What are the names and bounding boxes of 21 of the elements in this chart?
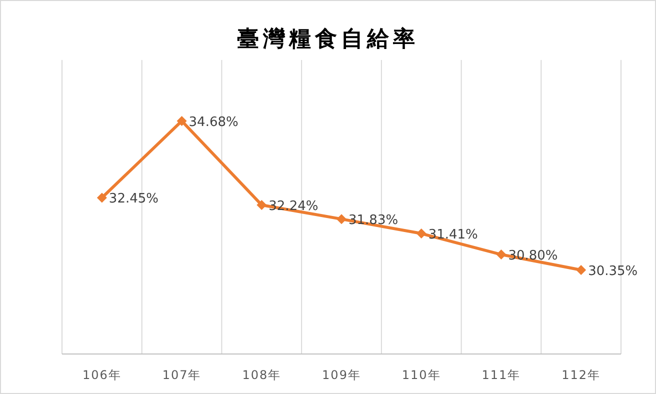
data-label: 32.24%	[268, 198, 318, 214]
point	[496, 250, 506, 260]
point	[576, 265, 586, 275]
x-tick-label: 110年	[402, 368, 441, 382]
x-tick-label: 112年	[562, 368, 601, 382]
point	[176, 116, 187, 126]
x-tick-label: 107年	[162, 368, 202, 382]
x-tick-label: 109年	[322, 368, 361, 382]
x-tick-label: 111年	[482, 368, 521, 382]
data-label: 31.41%	[428, 228, 478, 243]
point	[96, 192, 107, 203]
data-label: 30.80%	[508, 248, 558, 264]
x-tick-label: 108年	[242, 368, 282, 382]
data-label: 32.45%	[108, 192, 159, 207]
data-label: 30.35%	[588, 264, 638, 279]
point	[416, 228, 426, 239]
point	[336, 214, 346, 224]
data-label: 34.68%	[188, 115, 238, 130]
point	[256, 200, 267, 210]
chart-title: 臺灣糧食自給率	[237, 26, 419, 52]
x-tick-label: 106年	[82, 368, 122, 382]
